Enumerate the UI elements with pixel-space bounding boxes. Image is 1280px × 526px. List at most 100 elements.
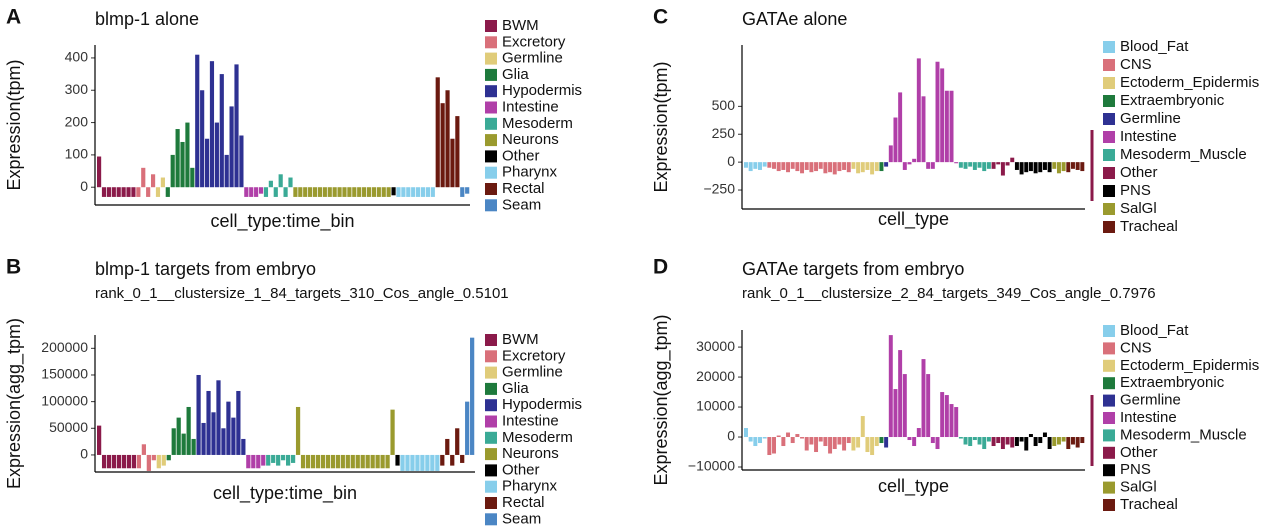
bar xyxy=(828,162,833,173)
bar xyxy=(416,187,421,197)
panel-letter: A xyxy=(6,6,21,29)
bar xyxy=(256,454,261,469)
bar xyxy=(411,187,416,197)
bar xyxy=(460,454,465,463)
bar xyxy=(1019,162,1024,175)
legend-swatch xyxy=(1103,203,1115,215)
bar xyxy=(884,162,889,167)
bar xyxy=(146,454,151,471)
bar xyxy=(347,187,352,197)
legend-label: Seam xyxy=(502,196,541,213)
legend-swatch xyxy=(485,134,497,147)
legend-swatch xyxy=(1103,77,1115,89)
bar xyxy=(837,437,842,445)
y-tick-label: 200000 xyxy=(41,339,88,355)
legend-label: Excretory xyxy=(502,33,566,50)
bar xyxy=(345,454,350,469)
bar xyxy=(181,433,186,455)
bar xyxy=(126,187,131,197)
bar xyxy=(991,437,996,447)
legend-swatch xyxy=(485,513,497,526)
bar xyxy=(445,90,450,188)
y-tick-label: 200 xyxy=(65,113,89,129)
legend-label: Ectoderm_Epidermis xyxy=(1120,74,1259,91)
bar xyxy=(455,116,460,188)
legend-label: PNS xyxy=(1120,461,1151,478)
legend-swatch xyxy=(1103,131,1115,143)
legend-label: Rectal xyxy=(502,494,545,511)
legend-label: Germline xyxy=(502,364,563,381)
bar xyxy=(325,454,331,469)
bar xyxy=(1024,162,1029,173)
bar xyxy=(1038,437,1043,444)
bar xyxy=(195,54,200,188)
bar xyxy=(190,167,195,188)
bar xyxy=(425,187,431,197)
panel-letter: B xyxy=(6,256,21,279)
bar xyxy=(141,167,146,188)
bar xyxy=(362,187,367,197)
bar xyxy=(146,187,151,197)
y-tick-label: −250 xyxy=(703,181,735,197)
bar xyxy=(1047,162,1052,173)
bar xyxy=(171,428,176,455)
bar xyxy=(944,395,949,438)
bar xyxy=(907,162,912,165)
bar xyxy=(772,437,776,454)
bar xyxy=(991,162,996,169)
y-tick-label: 50000 xyxy=(49,419,88,435)
bar xyxy=(1010,157,1015,163)
bar xyxy=(1019,437,1024,442)
bar xyxy=(229,106,234,188)
bar xyxy=(982,437,987,450)
legend-swatch xyxy=(485,366,497,379)
legend-label: Blood_Fat xyxy=(1120,38,1189,55)
legend-label: Mesoderm_Muscle xyxy=(1120,426,1247,443)
bar xyxy=(790,162,795,169)
bar xyxy=(804,162,809,170)
legend-swatch xyxy=(485,431,497,444)
bar xyxy=(219,74,224,188)
bar xyxy=(748,437,753,442)
legend-label: Neurons xyxy=(502,131,559,148)
bar xyxy=(380,454,385,469)
bar xyxy=(823,162,828,174)
bar xyxy=(97,156,102,188)
bar xyxy=(435,454,440,471)
bar xyxy=(856,162,861,174)
bar xyxy=(366,187,372,197)
bar xyxy=(1066,437,1071,450)
legend-label: CNS xyxy=(1120,56,1152,73)
bar xyxy=(405,454,410,471)
y-tick-label: 10000 xyxy=(696,398,735,414)
bar xyxy=(940,392,945,438)
legend-label: Mesoderm xyxy=(502,115,573,132)
bar xyxy=(246,454,251,469)
bar xyxy=(879,162,884,172)
bar xyxy=(879,437,884,444)
bar xyxy=(355,454,360,469)
y-axis-label: Expression(tpm) xyxy=(651,61,671,192)
bar xyxy=(809,437,814,445)
legend-swatch xyxy=(1103,377,1115,390)
legend-swatch xyxy=(1103,41,1115,53)
bar xyxy=(786,162,791,173)
panel-letter: D xyxy=(653,256,668,279)
bar xyxy=(804,437,809,451)
x-axis-label: cell_type:time_bin xyxy=(213,483,357,504)
bar xyxy=(251,454,256,469)
bar xyxy=(286,454,291,466)
legend-swatch xyxy=(485,448,497,461)
bar xyxy=(317,187,323,197)
legend-swatch xyxy=(1103,481,1115,494)
bar xyxy=(185,122,190,188)
legend-swatch xyxy=(485,464,497,477)
bar xyxy=(121,187,126,197)
bar xyxy=(258,187,264,194)
bar xyxy=(753,437,758,447)
bar xyxy=(1066,162,1071,173)
bar xyxy=(935,61,940,163)
bar xyxy=(1005,437,1010,445)
bar xyxy=(305,454,311,469)
legend-swatch xyxy=(485,382,497,395)
